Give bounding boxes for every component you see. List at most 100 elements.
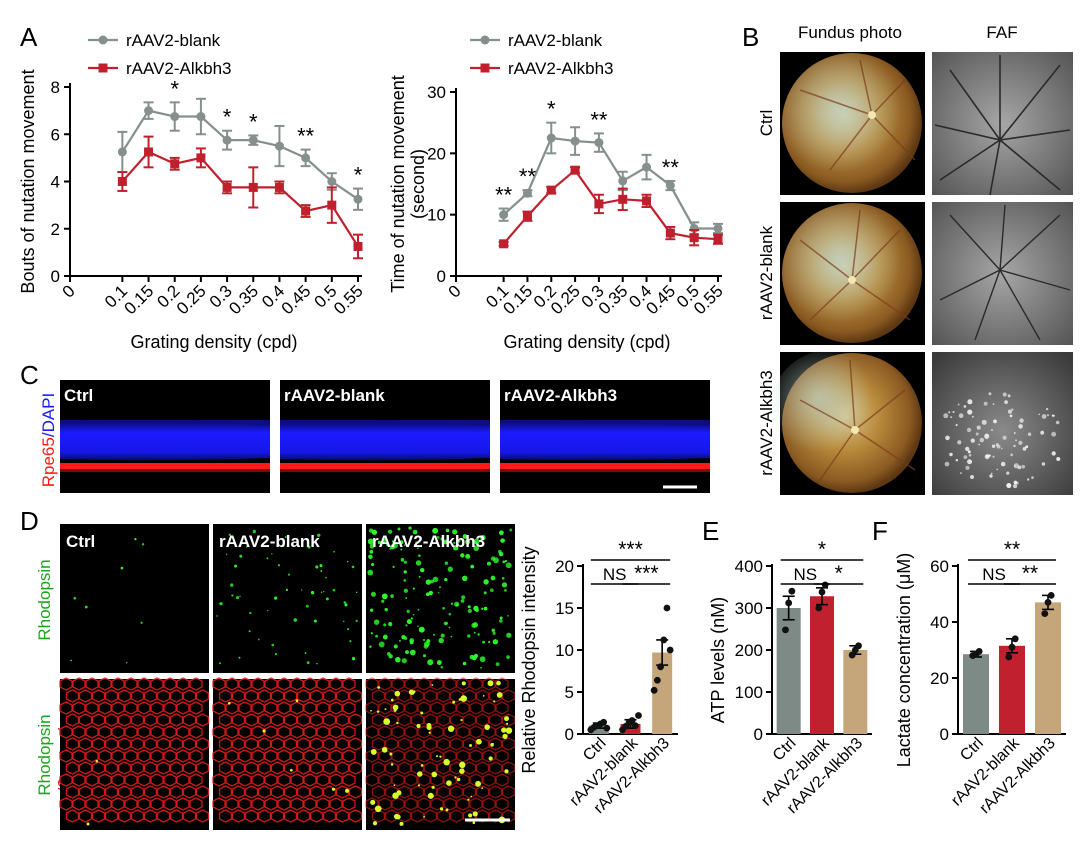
rpe-cell-border [104,737,119,751]
rpe-cell-border [117,689,132,703]
rpe-cell-border [475,761,490,775]
x-tick-label: 0 [59,281,79,301]
rhodopsin-signal [417,547,419,550]
y-tick-label: 10 [555,641,574,660]
rpe-cell-border [443,701,457,715]
rhodopsin-signal [488,640,491,644]
rhodopsin-signal [400,548,403,551]
rpe-cell-border [117,713,132,727]
rpe-cell-border [449,713,464,727]
rhodopsin-signal [228,533,231,536]
rpe-cell-border [296,713,311,727]
rpe-cell-border [124,749,138,763]
rpe-cell-border [495,749,509,763]
rpe-band [60,463,270,469]
rpe-cell-border [270,761,285,775]
rhodopsin-signal [424,641,430,647]
data-point [546,133,556,143]
rpe-cell-border [397,737,412,751]
rhodopsin-signal [281,544,285,547]
rpe-cell-border [143,761,158,775]
y-axis-label: Relative Rhodopsin intensity [519,546,539,773]
rpe-cell-border [384,809,399,823]
y-tick-label: 6 [51,125,60,144]
rhodopsin-signal [320,591,323,594]
rhodopsin-signal [440,537,444,541]
rhodopsin-signal [392,565,395,568]
rhodopsin-signal [483,591,487,595]
rpe-cell-border [225,749,239,763]
rhodopsin-signal-merge [447,725,455,732]
rpe-cell-border [85,725,99,739]
rhodopsin-signal [395,656,401,663]
data-point [274,182,284,192]
data-point [222,135,232,145]
x-tick-label: 0.35 [225,281,262,318]
rpe-cell-border [195,737,210,751]
faf-spot [991,444,996,448]
rhodopsin-signal [504,559,508,563]
rpe-cell-border [443,725,457,739]
data-point [618,194,628,204]
rhodopsin-signal [125,662,128,664]
rhodopsin-signal [406,619,412,625]
rhodopsin-signal-merge [384,708,387,711]
faf-spot [967,450,971,454]
rhodopsin-signal-merge [439,807,444,811]
rpe-cell-border [436,689,451,703]
rpe-cell-border [296,689,311,703]
rhodopsin-signal-merge [331,787,336,791]
rpe-cell-border [423,737,438,751]
faf-spot [1015,481,1019,485]
faf-spot [959,472,962,475]
y-axis-label: Time of nutation movement [388,75,408,292]
data-point [570,136,580,146]
rhodopsin-signal-merge [452,700,456,704]
rpe-cell-border [397,761,412,775]
rpe-cell-border [238,749,252,763]
rpe-cell-border [117,785,132,799]
rhodopsin-signal-merge [389,752,393,756]
rpe-cell-border [342,749,356,763]
rpe-cell-border [316,677,330,691]
rpe-cell-border [111,773,125,787]
rhodopsin-signal [284,536,287,538]
rhodopsin-signal [386,652,391,656]
rhodopsin-signal [412,613,415,616]
faf-spot [1056,456,1061,462]
rhodopsin-signal-merge [95,759,99,763]
rpe-cell-border [436,785,451,799]
rpe-cell-border [189,725,203,739]
rpe-cell-border [225,797,239,811]
series-line [121,109,359,201]
rhodopsin-signal [507,614,509,617]
rpe-cell-border [378,797,392,811]
rpe-cell-border [283,737,298,751]
rpe-cell-border [65,713,80,727]
rhodopsin-signal-merge [344,788,350,793]
rpe-cell-border [391,677,405,691]
tile-label: rAAV2-blank [284,386,385,405]
rhodopsin-signal-merge [376,710,380,713]
rhodopsin-signal [120,566,124,570]
rpe-cell-border [309,689,324,703]
data-dot [1047,592,1055,599]
rpe-cell-border [430,701,444,715]
rpe-cell-border [423,761,438,775]
rpe-cell-border [290,797,304,811]
significance-mark: ** [297,124,315,149]
rpe-cell-border [410,737,425,751]
rhodopsin-signal [490,575,496,581]
rhodopsin-signal-merge [459,761,466,769]
rpe-cell-border [348,713,363,727]
y-tick-label: 100 [735,683,763,702]
rhodopsin-signal [444,561,449,565]
rhodopsin-signal [492,631,496,635]
faf-spot [1002,435,1007,440]
row-label-rhodopsin-catenin: Rhodopsin [35,714,54,795]
rhodopsin-signal [355,619,358,623]
rhodopsin-signal-merge [420,711,424,715]
rhodopsin-signal [501,582,508,588]
rhodopsin-signal [277,564,281,567]
faf-spot [1006,471,1010,475]
